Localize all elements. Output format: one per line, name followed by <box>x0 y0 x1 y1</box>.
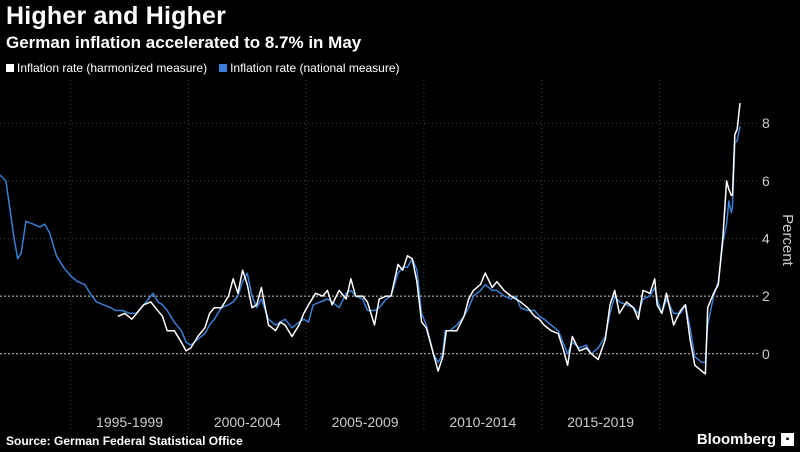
y-tick-label: 0 <box>762 346 770 362</box>
y-tick-label: 8 <box>762 115 770 131</box>
chart-title: Higher and Higher <box>6 2 227 30</box>
bloomberg-mark-icon: ▪ <box>781 433 794 446</box>
y-axis-ticks: 0 2 4 6 8 <box>762 115 770 362</box>
legend-item-national: Inflation rate (national measure) <box>219 61 400 75</box>
y-tick-label: 6 <box>762 173 770 189</box>
series-lines <box>0 103 741 375</box>
grid-lines <box>0 80 758 430</box>
legend-item-harmonized: Inflation rate (harmonized measure) <box>6 61 207 75</box>
y-axis-label: Percent <box>779 214 796 267</box>
legend-swatch-harmonized <box>6 64 14 72</box>
series-line-national <box>0 125 741 364</box>
x-tick-label: 2015-2019 <box>567 414 634 430</box>
legend: Inflation rate (harmonized measure) Infl… <box>6 61 400 75</box>
y-tick-label: 2 <box>762 288 770 304</box>
y-tick-label: 4 <box>762 231 770 247</box>
x-tick-label: 2010-2014 <box>449 414 516 430</box>
legend-label-national: Inflation rate (national measure) <box>230 61 400 75</box>
legend-swatch-national <box>219 64 228 72</box>
source-note: Source: German Federal Statistical Offic… <box>6 434 243 448</box>
x-axis-ticks: 1995-1999 2000-2004 2005-2009 2010-2014 2015… <box>96 414 634 430</box>
x-tick-label: 1995-1999 <box>96 414 163 430</box>
x-tick-label: 2000-2004 <box>214 414 281 430</box>
x-tick-label: 2005-2009 <box>332 414 399 430</box>
chart-subtitle: German inflation accelerated to 8.7% in … <box>6 33 362 52</box>
series-line-harmonized <box>117 103 741 375</box>
legend-label-harmonized: Inflation rate (harmonized measure) <box>17 61 208 75</box>
bloomberg-logo: Bloomberg <box>696 431 776 448</box>
